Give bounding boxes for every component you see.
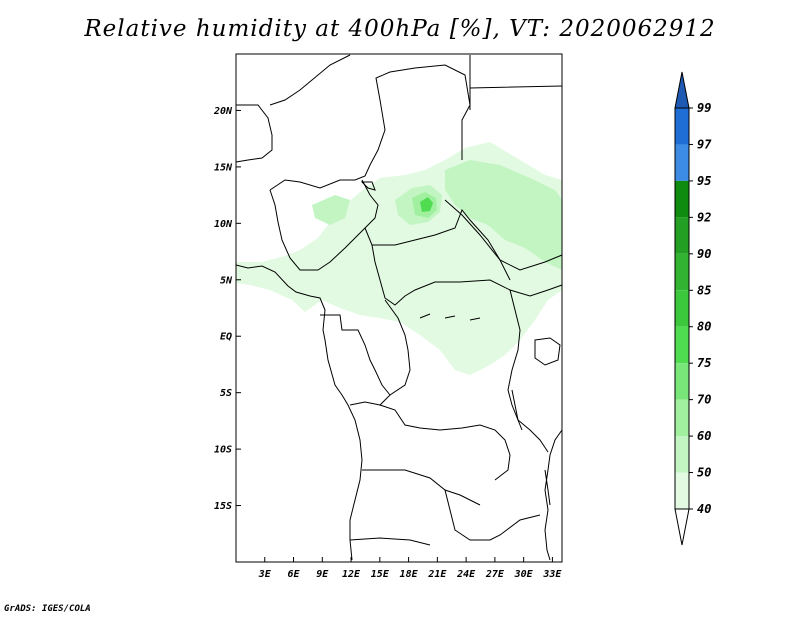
lat-tick-label: 20N xyxy=(213,106,233,117)
colorbar-segment xyxy=(675,436,689,473)
border-zambia xyxy=(444,489,541,541)
border-egypt xyxy=(469,55,563,110)
border-car xyxy=(372,209,511,281)
colorbar: 99 97 95 92 90 85 80 75 70 60 50 40 xyxy=(674,71,712,546)
colorbar-level-label: 70 xyxy=(697,393,711,407)
border-nigeria xyxy=(269,179,379,271)
colorbar-segment xyxy=(675,290,689,327)
lat-tick-label: 5S xyxy=(220,388,232,399)
lake-tanganyika xyxy=(511,389,523,431)
border-gabon-congo xyxy=(320,314,391,396)
lon-tick-label: 9E xyxy=(316,569,329,580)
colorbar-segment xyxy=(675,326,689,364)
latitude-axis: 20N 15N 10N 5N EQ 5S 10S 15S xyxy=(213,106,241,512)
colorbar-level-label: 90 xyxy=(697,247,711,261)
lon-tick-label: 27E xyxy=(485,569,505,580)
lon-tick-label: 15E xyxy=(371,569,390,580)
colorbar-level-label: 50 xyxy=(697,466,711,480)
lat-tick-label: 15N xyxy=(214,162,233,173)
border-east xyxy=(507,289,549,453)
lake-victoria xyxy=(534,337,561,366)
coastlines-borders xyxy=(235,54,563,561)
colorbar-segment xyxy=(675,217,689,254)
lon-tick-label: 21E xyxy=(427,569,447,580)
border-angola xyxy=(349,401,481,546)
ubangi-river xyxy=(419,313,481,321)
colorbar-level-label: 92 xyxy=(697,210,711,224)
colorbar-level-label: 99 xyxy=(697,101,711,115)
colorbar-top-arrow xyxy=(674,71,690,109)
lon-tick-label: 18E xyxy=(400,569,419,580)
colorbar-segment xyxy=(675,399,689,437)
lake-chad xyxy=(360,181,376,191)
longitude-axis: 3E 6E 9E 12E 15E 18E 21E 24E 27E 30E 33E xyxy=(258,557,562,580)
colorbar-segment xyxy=(675,253,689,291)
humidity-area-60-c xyxy=(312,195,350,225)
colorbar-level-label: 95 xyxy=(697,174,711,188)
colorbar-segment xyxy=(675,472,689,509)
lat-tick-label: 10N xyxy=(214,219,233,230)
lon-tick-label: 6E xyxy=(288,569,301,580)
colorbar-segment xyxy=(675,180,689,218)
colorbar-segment xyxy=(675,144,689,181)
lat-tick-label: 10S xyxy=(214,445,232,456)
colorbar-bottom-arrow xyxy=(674,508,690,546)
colorbar-level-label: 60 xyxy=(697,429,711,443)
lon-tick-label: 24E xyxy=(456,569,476,580)
colorbar-segment xyxy=(675,363,689,400)
map-frame xyxy=(235,53,563,563)
lon-tick-label: 12E xyxy=(342,569,361,580)
humidity-area-60-d xyxy=(470,180,520,215)
lake-malawi xyxy=(544,469,551,506)
lon-tick-label: 3E xyxy=(258,569,272,580)
border-sudan xyxy=(444,199,563,271)
border-north xyxy=(235,104,273,163)
colorbar-level-label: 80 xyxy=(697,320,711,334)
lat-tick-label: 5N xyxy=(220,275,233,286)
humidity-area-80 xyxy=(420,197,433,212)
colorbar-level-label: 97 xyxy=(697,137,712,151)
colorbar-level-label: 40 xyxy=(697,502,711,516)
colorbar-segment xyxy=(675,108,689,145)
border-cameroon xyxy=(364,227,563,306)
map-title: Relative humidity at 400hPa [%], VT: 202… xyxy=(84,16,716,42)
humidity-shading xyxy=(236,142,562,375)
coastline-east-africa xyxy=(544,429,563,561)
border-libya xyxy=(269,54,351,106)
lat-tick-label: EQ xyxy=(220,332,232,343)
grads-credit: GrADS: IGES/COLA xyxy=(4,604,91,614)
border-niger-chad xyxy=(269,64,471,191)
lon-tick-label: 33E xyxy=(542,569,562,580)
coastline-west-africa xyxy=(235,264,363,561)
lon-tick-label: 30E xyxy=(514,569,534,580)
colorbar-level-label: 85 xyxy=(697,283,711,297)
colorbar-level-label: 75 xyxy=(697,356,711,370)
lat-tick-label: 15S xyxy=(214,501,232,512)
border-drc xyxy=(379,299,511,481)
